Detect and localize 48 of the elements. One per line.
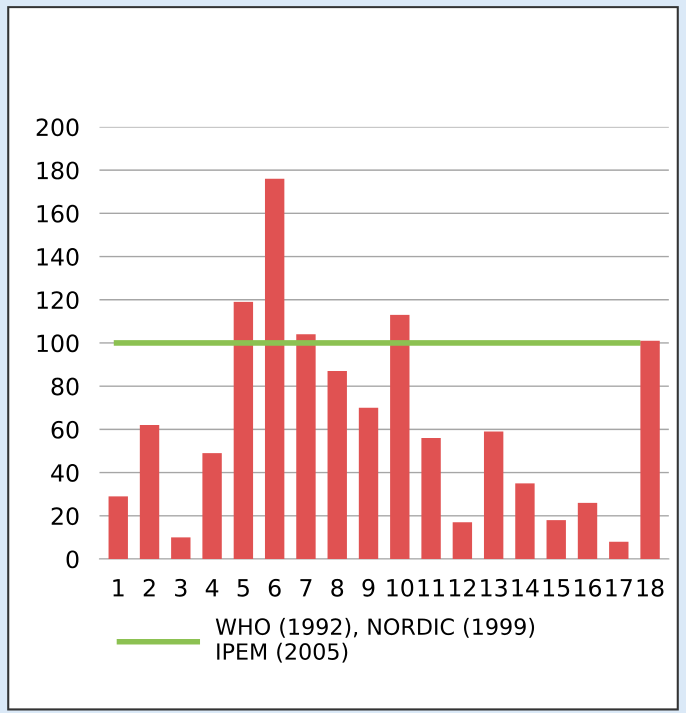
x-tick-label: 9 (362, 578, 374, 597)
bar (484, 432, 504, 559)
y-tick-label: 180 (38, 162, 78, 180)
y-tick-label: 120 (38, 291, 78, 310)
x-tick-label: 7 (300, 579, 312, 596)
bar (171, 537, 191, 559)
bar (264, 178, 284, 559)
x-tick-label: 11 (418, 579, 444, 596)
bar (358, 408, 378, 559)
bar (108, 496, 128, 559)
x-tick-label: 2 (144, 578, 155, 596)
bar (234, 302, 254, 559)
y-tick-label: 0 (66, 550, 78, 568)
x-tick-label: 13 (481, 578, 507, 597)
bar (421, 438, 441, 559)
x-tick-label: 12 (450, 578, 476, 596)
y-tick-label: 140 (38, 248, 78, 266)
bar (640, 340, 660, 559)
x-tick-label: 14 (512, 579, 539, 596)
bar (578, 502, 598, 559)
x-tick-label: 16 (575, 578, 602, 597)
x-tick-label: 8 (331, 578, 344, 597)
legend-label: WHO (1992), NORDIC (1999) IPEM (2005) (216, 618, 534, 663)
bar (609, 542, 628, 559)
x-tick-label: 5 (238, 579, 249, 597)
x-tick-label: 4 (206, 579, 218, 596)
y-tick-label: 200 (36, 118, 78, 136)
x-tick-label: 15 (544, 579, 570, 597)
y-tick-label: 20 (52, 507, 78, 526)
bar (202, 453, 222, 559)
bar (296, 334, 316, 559)
bar (515, 483, 535, 559)
x-tick-label: 1 (113, 579, 124, 596)
bar (546, 520, 566, 559)
x-tick-label: 6 (268, 578, 281, 597)
x-tick-label: 17 (606, 579, 632, 596)
y-tick-label: 60 (52, 420, 78, 439)
bar (390, 314, 410, 559)
y-tick-label: 40 (51, 464, 78, 482)
bar (328, 371, 347, 559)
y-tick-label: 160 (38, 204, 78, 223)
y-tick-label: 100 (38, 334, 78, 352)
x-tick-label: 10 (387, 578, 414, 597)
x-tick-label: 3 (175, 578, 186, 597)
y-tick-label: 80 (52, 378, 78, 396)
bar (140, 425, 160, 559)
bar (452, 522, 472, 559)
x-tick-label: 18 (638, 578, 664, 597)
